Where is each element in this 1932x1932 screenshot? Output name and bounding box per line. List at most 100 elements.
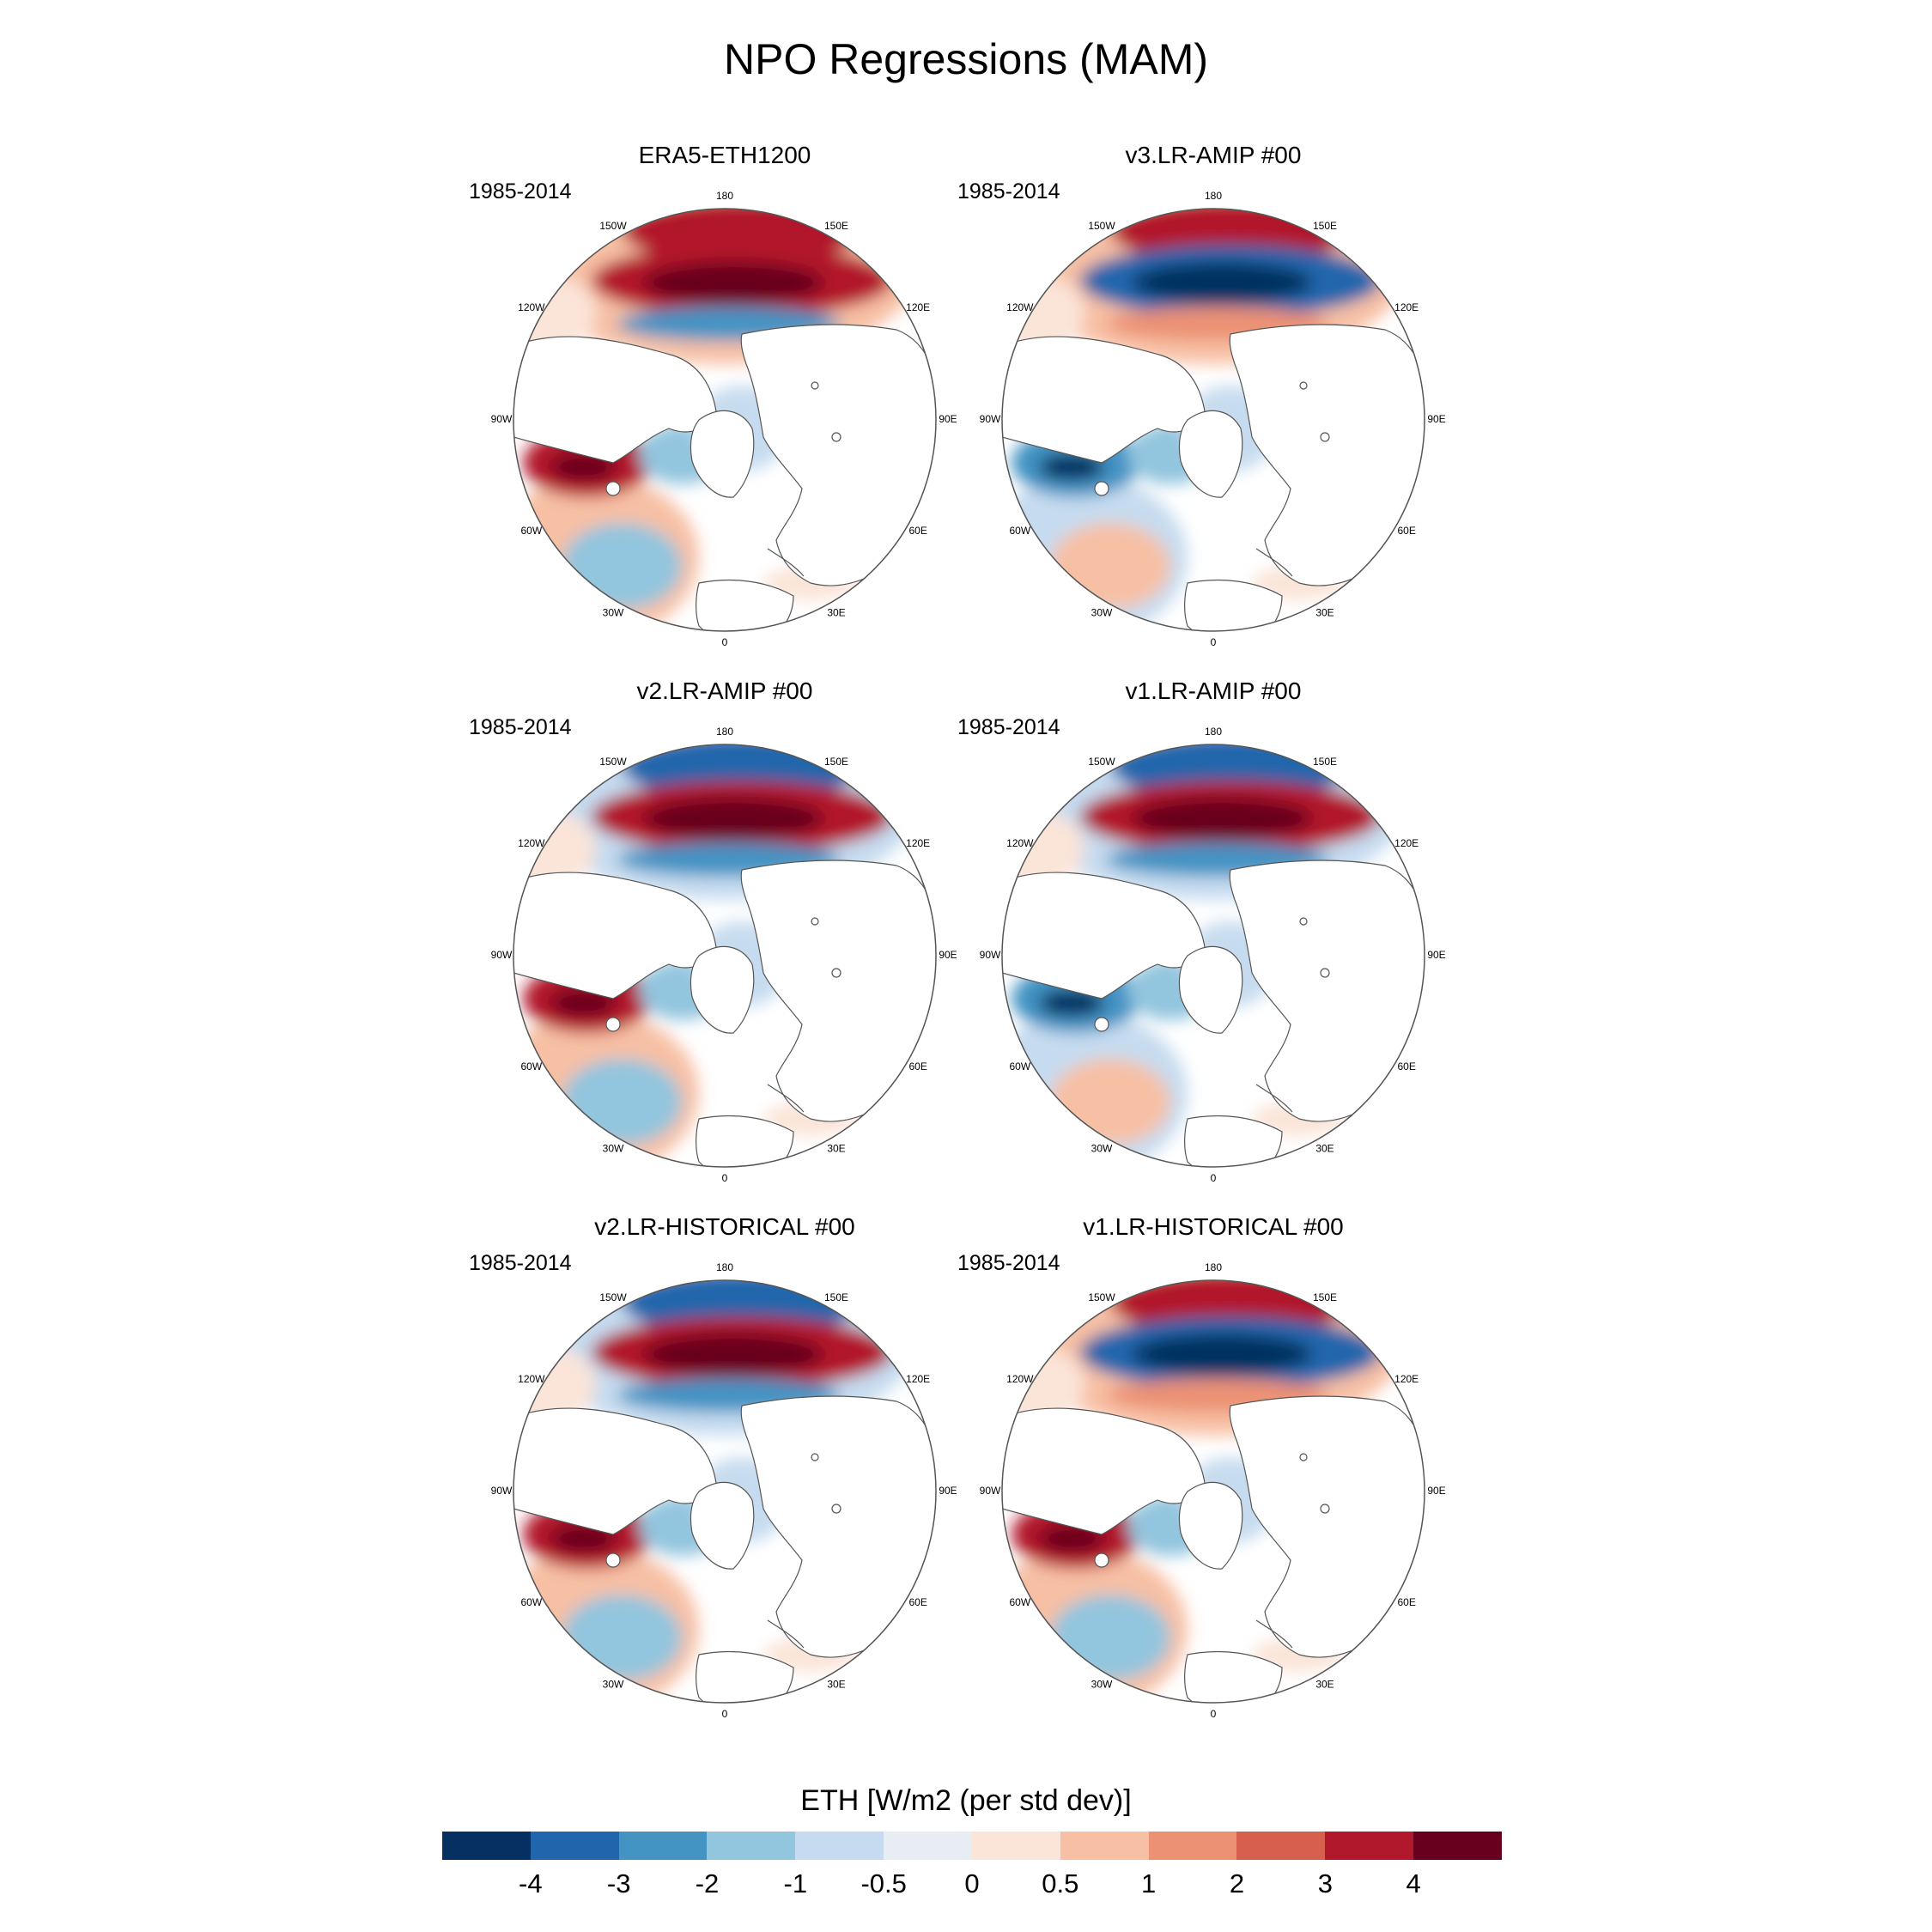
longitude-label: 180 xyxy=(716,1261,733,1273)
panel-period: 1985-2014 xyxy=(469,179,572,204)
panel-title: v2.LR-HISTORICAL #00 xyxy=(594,1213,855,1240)
field-layer xyxy=(1002,744,1425,1167)
map-panel-v1-historical: 180 150E 120E 90E 60E 30E 0 30W 60W 90W 120W 150W v… xyxy=(957,1213,1454,1732)
longitude-label: 120E xyxy=(1394,837,1419,849)
panel-period: 1985-2014 xyxy=(957,1251,1060,1275)
longitude-label: 0 xyxy=(722,1172,728,1184)
longitude-label: 60W xyxy=(1009,525,1030,537)
panel-period: 1985-2014 xyxy=(469,1251,572,1275)
polar-map: 180 150E 120E 90E 60E 30E 0 30W 60W 90W 120W 150W xyxy=(491,726,957,1184)
longitude-label: 0 xyxy=(1211,1172,1217,1184)
map-boundary xyxy=(513,208,937,632)
north-pacific-core xyxy=(643,262,823,303)
colorbar-tick-label: -4 xyxy=(519,1868,543,1899)
colorbar-swatch xyxy=(1236,1832,1326,1860)
colorbar-tick-label: 0.5 xyxy=(1042,1868,1079,1899)
map-boundary xyxy=(513,744,937,1168)
longitude-label: 30E xyxy=(1315,1142,1334,1154)
polar-map: 180 150E 120E 90E 60E 30E 0 30W 60W 90W 120W 150W xyxy=(491,190,957,648)
colorbar-tick-label: 3 xyxy=(1317,1868,1333,1899)
map-boundary xyxy=(513,1279,937,1704)
longitude-label: 150W xyxy=(599,756,627,768)
longitude-label: 150E xyxy=(1313,756,1337,768)
field-layer xyxy=(513,209,936,631)
longitude-label: 150E xyxy=(824,756,848,768)
longitude-label: 60E xyxy=(908,1596,927,1608)
subtropical-atlantic-anomaly xyxy=(562,1595,682,1680)
longitude-label: 180 xyxy=(716,726,733,738)
longitude-label: 120W xyxy=(1006,301,1034,313)
longitude-label: 30E xyxy=(827,606,845,618)
longitude-label: 30E xyxy=(827,1678,845,1690)
panel-title: ERA5-ETH1200 xyxy=(638,142,811,168)
longitude-label: 90W xyxy=(491,949,513,961)
colorbar-swatch xyxy=(884,1832,972,1860)
subpolar-atlantic-core xyxy=(550,1525,616,1552)
longitude-label: 30W xyxy=(603,1678,624,1690)
longitude-label: 0 xyxy=(722,636,728,648)
longitude-label: 30W xyxy=(1091,606,1113,618)
longitude-label: 60E xyxy=(1397,1060,1415,1072)
colorbar-swatch xyxy=(1325,1832,1414,1860)
field-layer xyxy=(513,1280,936,1703)
longitude-label: 60E xyxy=(908,525,927,537)
colorbar-swatch xyxy=(442,1832,531,1860)
longitude-label: 90W xyxy=(491,1485,513,1497)
longitude-label: 120E xyxy=(906,301,930,313)
field-layer xyxy=(1002,1280,1425,1703)
colorbar-swatch xyxy=(618,1832,708,1860)
longitude-label: 180 xyxy=(716,190,733,202)
north-pacific-core xyxy=(643,1334,823,1375)
longitude-label: 90W xyxy=(980,949,1001,961)
panel-period: 1985-2014 xyxy=(469,715,572,739)
subtropical-atlantic-anomaly xyxy=(1050,1595,1170,1680)
map-boundary xyxy=(1001,1279,1425,1704)
longitude-label: 60E xyxy=(1397,525,1415,537)
colorbar-title: ETH [W/m2 (per std dev)] xyxy=(800,1784,1132,1817)
longitude-label: 30W xyxy=(1091,1678,1113,1690)
colorbar-tick-label: -3 xyxy=(606,1868,631,1899)
panel-title: v1.LR-HISTORICAL #00 xyxy=(1083,1213,1344,1240)
longitude-label: 30E xyxy=(1315,1678,1334,1690)
longitude-label: 150E xyxy=(1313,220,1337,232)
subtropical-atlantic-anomaly xyxy=(562,1059,682,1145)
land-mask xyxy=(513,860,936,1167)
longitude-label: 150E xyxy=(824,220,848,232)
colorbar-swatch xyxy=(1413,1832,1502,1860)
longitude-label: 90E xyxy=(939,413,957,425)
longitude-label: 30W xyxy=(1091,1142,1113,1154)
longitude-label: 90W xyxy=(491,413,513,425)
field-layer xyxy=(513,744,936,1167)
longitude-label: 90W xyxy=(980,1485,1001,1497)
subtropical-atlantic-anomaly xyxy=(562,523,682,609)
longitude-label: 30E xyxy=(827,1142,845,1154)
figure-title: NPO Regressions (MAM) xyxy=(724,35,1208,83)
longitude-label: 150W xyxy=(1088,220,1115,232)
colorbar xyxy=(442,1832,1502,1860)
colorbar-swatch xyxy=(971,1832,1060,1860)
colorbar-ticks: -4 -3 -2 -1 -0.5 0 0.5 1 2 3 4 xyxy=(442,1868,1502,1903)
longitude-label: 60W xyxy=(1009,1596,1030,1608)
land-mask xyxy=(1002,324,1425,631)
panel-period: 1985-2014 xyxy=(957,715,1060,739)
longitude-label: 0 xyxy=(722,1708,728,1720)
longitude-label: 120W xyxy=(518,837,545,849)
colorbar-swatch xyxy=(530,1832,619,1860)
colorbar-tick-label: -2 xyxy=(695,1868,720,1899)
longitude-label: 90E xyxy=(939,949,957,961)
polar-map: 180 150E 120E 90E 60E 30E 0 30W 60W 90W 120W 150W xyxy=(980,726,1446,1184)
longitude-label: 0 xyxy=(1211,636,1217,648)
longitude-label: 120E xyxy=(1394,1373,1419,1385)
subpolar-atlantic-core xyxy=(550,989,616,1017)
colorbar-tick-label: 1 xyxy=(1141,1868,1157,1899)
longitude-label: 150W xyxy=(1088,1291,1115,1303)
longitude-label: 150W xyxy=(599,220,627,232)
map-panel-era5: 180 150E 120E 90E 60E 30E 0 30W 60W 90W 120W 150W E… xyxy=(469,142,965,660)
panel-title: v3.LR-AMIP #00 xyxy=(1125,142,1302,168)
colorbar-swatch xyxy=(1148,1832,1237,1860)
colorbar-tick-label: 4 xyxy=(1406,1868,1421,1899)
land-mask xyxy=(1002,1395,1425,1703)
longitude-label: 180 xyxy=(1205,190,1222,202)
panel-title: v2.LR-AMIP #00 xyxy=(636,677,813,704)
colorbar-tick-label: -0.5 xyxy=(860,1868,907,1899)
